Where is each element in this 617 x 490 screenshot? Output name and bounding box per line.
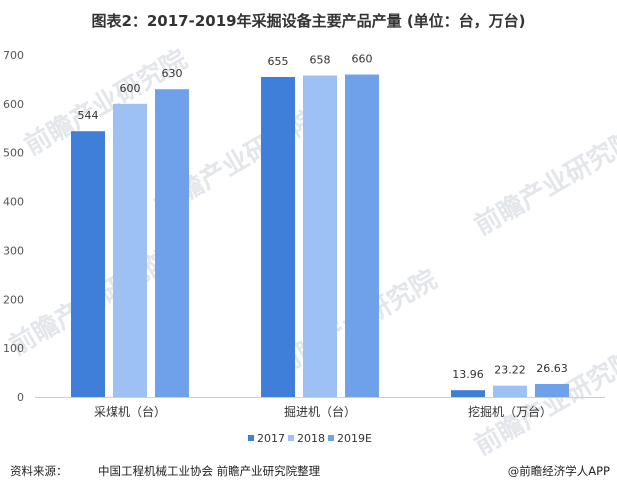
- bar-2019E-0: [155, 89, 189, 397]
- bar-2018-0: [113, 103, 147, 397]
- source-text: 中国工程机械工业协会 前瞻产业研究院整理: [98, 464, 321, 478]
- legend-swatch-2019E: [328, 435, 334, 441]
- bar-2017-2: [451, 390, 485, 397]
- footer: 资料来源： 中国工程机械工业协会 前瞻产业研究院整理 @前瞻经济学人APP: [10, 463, 610, 483]
- x-category-label: 挖掘机（万台）: [468, 404, 552, 419]
- legend-label: 2019E: [337, 432, 372, 445]
- data-label: 655: [268, 55, 289, 68]
- data-labels-layer: 544 600 630 655 658 660 13.96 23.22 26.63: [78, 53, 568, 382]
- legend: 2017 2018 2019E: [248, 432, 372, 445]
- bar-2017-0: [71, 131, 105, 397]
- data-label: 544: [78, 109, 99, 122]
- bars-layer: [71, 74, 569, 398]
- bar-2017-1: [261, 76, 295, 397]
- data-label: 13.96: [452, 368, 484, 381]
- data-label: 600: [120, 82, 141, 95]
- bar-2018-1: [303, 75, 337, 398]
- x-category-label: 掘进机（台）: [284, 404, 356, 419]
- legend-label: 2018: [297, 432, 325, 445]
- legend-swatch-2017: [248, 435, 254, 441]
- y-tick-label: 400: [3, 196, 24, 209]
- y-tick-label: 200: [3, 293, 24, 306]
- x-axis: 采煤机（台） 掘进机（台） 挖掘机（万台）: [35, 397, 605, 419]
- y-tick-label: 0: [17, 391, 24, 404]
- y-tick-label: 500: [3, 147, 24, 160]
- data-label: 660: [352, 53, 373, 66]
- bar-2019E-1: [345, 74, 379, 398]
- legend-swatch-2018: [288, 435, 294, 441]
- y-axis: 0 100 200 300 400 500 600 700: [3, 49, 24, 404]
- data-label: 658: [310, 54, 331, 67]
- data-label: 23.22: [494, 364, 526, 377]
- watermark-text: 前瞻产业研究院: [469, 124, 617, 242]
- y-tick-label: 600: [3, 98, 24, 111]
- x-category-label: 采煤机（台）: [94, 404, 166, 419]
- y-tick-label: 700: [3, 49, 24, 62]
- y-tick-label: 300: [3, 244, 24, 257]
- legend-label: 2017: [257, 432, 285, 445]
- y-tick-label: 100: [3, 342, 24, 355]
- chart-title: 图表2：2017-2019年采掘设备主要产品产量 (单位：台，万台): [91, 12, 526, 30]
- bar-2019E-2: [535, 383, 569, 397]
- bar-2018-2: [493, 385, 527, 397]
- source-label: 资料来源：: [10, 464, 68, 478]
- brand-link[interactable]: @前瞻经济学人APP: [507, 464, 610, 478]
- data-label: 630: [162, 67, 183, 80]
- data-label: 26.63: [536, 362, 568, 375]
